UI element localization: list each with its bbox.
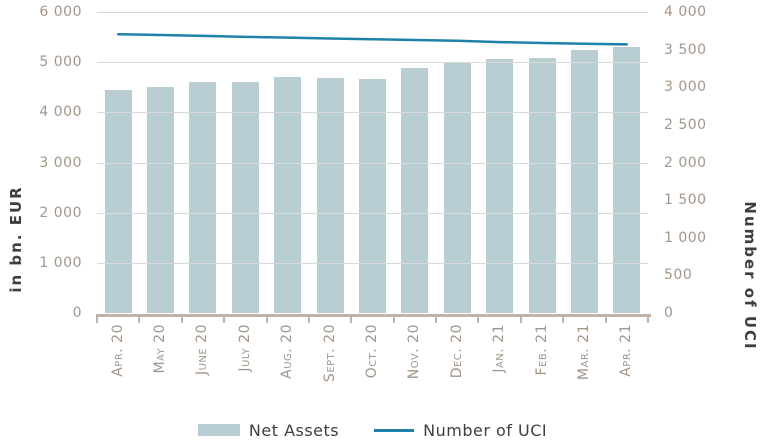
left-axis-tick-label: 2 000 <box>39 204 82 221</box>
x-axis-tick <box>562 315 565 323</box>
x-axis-tick <box>435 315 438 323</box>
x-axis-category-label: June 20 <box>194 324 211 376</box>
grid-line <box>97 262 648 264</box>
x-axis-line <box>96 314 651 317</box>
bar-net-assets <box>274 77 302 313</box>
bar-net-assets <box>613 47 641 313</box>
x-axis-category-label: Nov. 20 <box>406 324 423 380</box>
legend-net-assets-swatch <box>197 424 240 436</box>
grid-line <box>97 62 648 64</box>
x-axis-tick <box>604 315 607 323</box>
x-axis-tick <box>350 315 353 323</box>
right-axis-tick-label: 500 <box>664 267 693 284</box>
bar-net-assets <box>189 82 217 313</box>
bar-net-assets <box>528 57 556 313</box>
legend-number-of-uci-swatch <box>374 428 415 432</box>
x-axis-category-label: Dec. 20 <box>448 324 465 379</box>
right-axis-tick-label: 2 500 <box>664 116 707 133</box>
bar-net-assets <box>359 79 386 313</box>
x-axis-category-label: Aug. 20 <box>279 324 296 379</box>
x-axis-tick <box>477 315 480 323</box>
x-axis-tick <box>647 315 649 323</box>
grid-line <box>97 162 648 164</box>
x-axis-category-label: Mar. 21 <box>575 324 592 381</box>
bar-net-assets <box>443 63 471 313</box>
right-axis-tick-label: 4 000 <box>664 4 707 20</box>
bar-net-assets <box>486 59 514 313</box>
grid-line <box>97 212 648 214</box>
x-axis-category-label: Feb. 21 <box>533 324 550 376</box>
bar-net-assets <box>231 81 259 313</box>
x-axis-tick <box>519 315 522 323</box>
x-axis-category-label: Apr. 20 <box>109 324 126 377</box>
left-axis-tick-label: 0 <box>72 305 82 321</box>
x-axis-category-label: Apr. 21 <box>618 324 635 377</box>
bar-net-assets <box>104 90 132 313</box>
bar-net-assets <box>570 50 598 313</box>
x-axis-tick <box>307 315 310 323</box>
x-axis-category-label: May 20 <box>152 324 169 374</box>
left-axis-tick-label: 6 000 <box>39 4 82 20</box>
right-axis-tick-label: 3 500 <box>664 41 707 58</box>
x-axis-tick <box>265 315 268 323</box>
x-axis-category-label: July 20 <box>236 324 253 372</box>
right-axis-tick-label: 1 500 <box>664 192 707 209</box>
x-axis-tick <box>138 315 141 323</box>
grid-line <box>97 112 648 114</box>
right-axis-tick-label: 1 000 <box>664 229 707 246</box>
right-axis-tick-label: 3 000 <box>664 79 707 96</box>
x-axis-category-label: Oct. 20 <box>364 324 380 379</box>
legend: Net Assets Number of UCI <box>97 419 648 441</box>
x-axis-tick <box>180 315 183 323</box>
x-axis-tick <box>392 315 395 323</box>
left-axis-tick-label: 3 000 <box>39 154 82 171</box>
left-axis-tick-label: 5 000 <box>39 54 82 71</box>
left-axis-tick-label: 4 000 <box>39 104 82 121</box>
bar-net-assets <box>316 78 344 313</box>
x-axis-category-label: Sept. 20 <box>321 324 338 383</box>
legend-label-number-of-uci: Number of UCI <box>423 420 548 440</box>
x-axis-tick <box>96 315 98 323</box>
right-axis-tick-label: 2 000 <box>664 154 707 171</box>
legend-label-net-assets: Net Assets <box>248 420 340 440</box>
x-axis-tick <box>223 315 226 323</box>
bar-net-assets <box>147 87 175 313</box>
line-number-of-uci-path <box>116 32 629 46</box>
bar-net-assets <box>401 67 429 313</box>
right-axis-tick-label: 0 <box>664 305 674 321</box>
x-axis-category-label: Jan. 21 <box>491 324 508 373</box>
grid-line <box>97 12 648 13</box>
left-axis-tick-label: 1 000 <box>39 254 82 271</box>
